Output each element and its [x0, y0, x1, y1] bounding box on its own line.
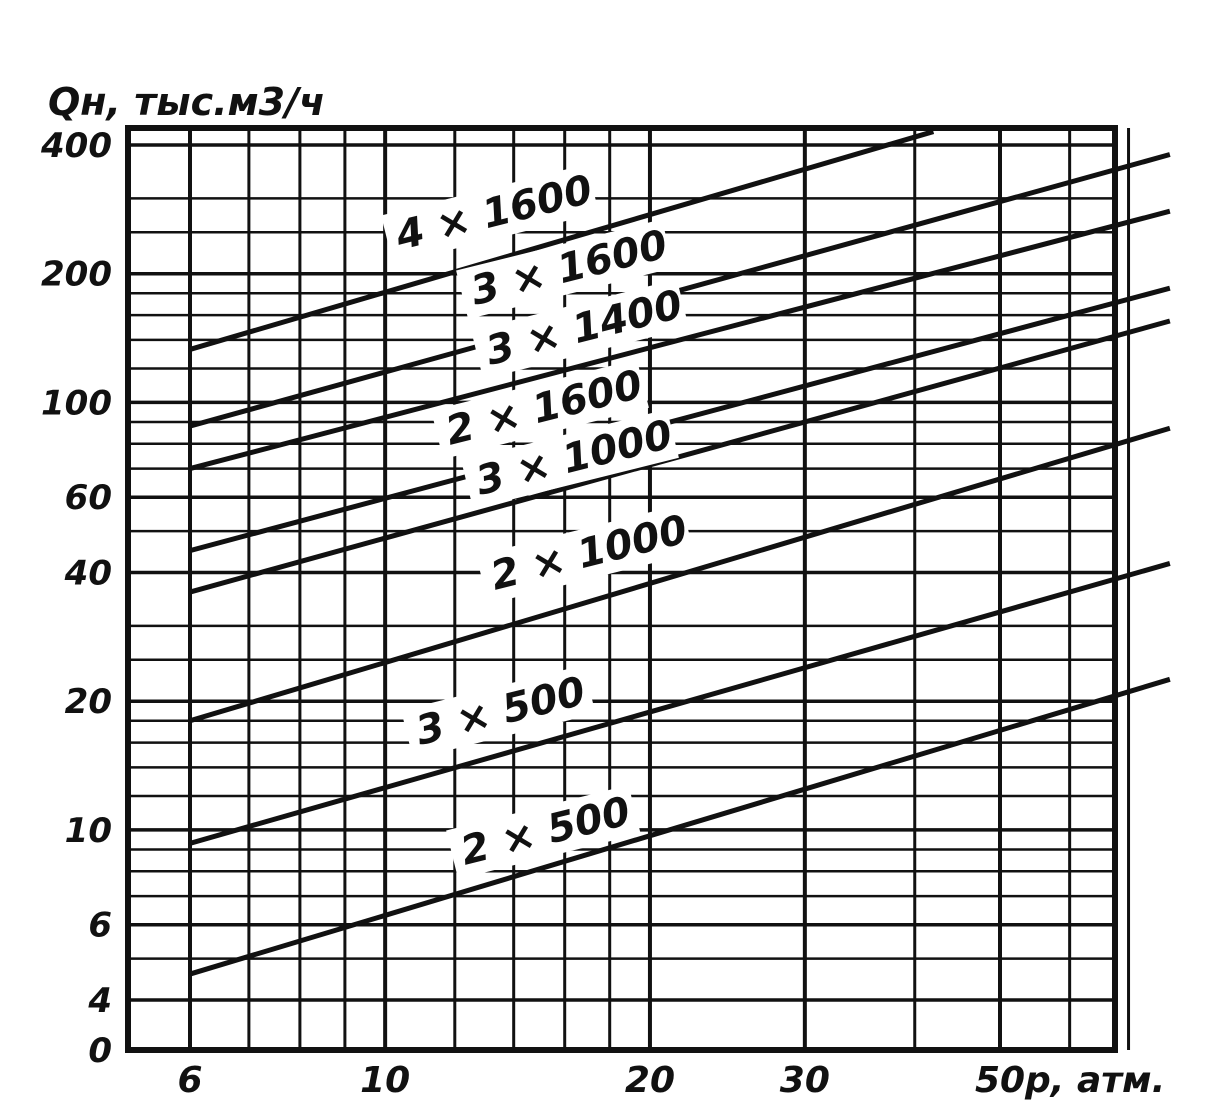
- y-tick-label: 20: [65, 682, 112, 722]
- series-label-bg: [461, 409, 679, 510]
- x-tick-label: 50: [975, 1060, 1025, 1101]
- series-label-box: [456, 219, 674, 320]
- x-tick-label: 30: [780, 1060, 830, 1101]
- x-tick-label: 20: [625, 1060, 675, 1101]
- series-label-bg: [431, 359, 649, 460]
- x-tick-label: 6: [177, 1060, 202, 1101]
- series-label-box: [446, 785, 641, 880]
- y-tick-label: 60: [65, 478, 112, 518]
- y-tick-label: 4: [87, 981, 112, 1021]
- series-line: [189, 676, 1171, 977]
- series-line: [189, 285, 1171, 554]
- plot-frame: [125, 125, 1118, 1053]
- series-label: 2 × 500: [456, 788, 635, 874]
- y-tick-label: 40: [64, 554, 112, 594]
- y-tick-label: 400: [40, 126, 112, 166]
- series-label-bg: [446, 785, 641, 880]
- series-line: [189, 318, 1171, 595]
- y-tick-label: 100: [41, 383, 112, 423]
- y-tick-label: 6: [88, 906, 112, 946]
- series-line: [189, 561, 1171, 846]
- series-label-bg: [381, 164, 599, 265]
- series-line: [189, 152, 1171, 429]
- y-tick-label: 0: [88, 1031, 112, 1071]
- series-label-box: [431, 359, 649, 460]
- series-label-bg: [476, 504, 694, 605]
- series-label-box: [381, 164, 599, 265]
- series-line: [189, 208, 1171, 472]
- x-tick-label: 10: [360, 1060, 410, 1101]
- y-tick-label: 10: [65, 811, 112, 851]
- series-label-box: [476, 504, 694, 605]
- series-lines: [189, 129, 1171, 977]
- series-label: 2 × 1000: [486, 507, 692, 600]
- y-tick-label: 200: [41, 255, 112, 295]
- series-label-box: [471, 279, 689, 380]
- series-line: [189, 425, 1171, 724]
- series-label-box: [461, 409, 679, 510]
- y-axis-title: Qн, тыс.м3/ч: [48, 80, 325, 124]
- series-label-bg: [401, 665, 596, 760]
- x-axis-title: p, атм.: [1024, 1060, 1165, 1101]
- series-label-bg: [456, 219, 674, 320]
- series-label-box: [401, 665, 596, 760]
- series-label-boxes: [381, 164, 694, 880]
- series-label-bg: [471, 279, 689, 380]
- series-line: [189, 129, 935, 352]
